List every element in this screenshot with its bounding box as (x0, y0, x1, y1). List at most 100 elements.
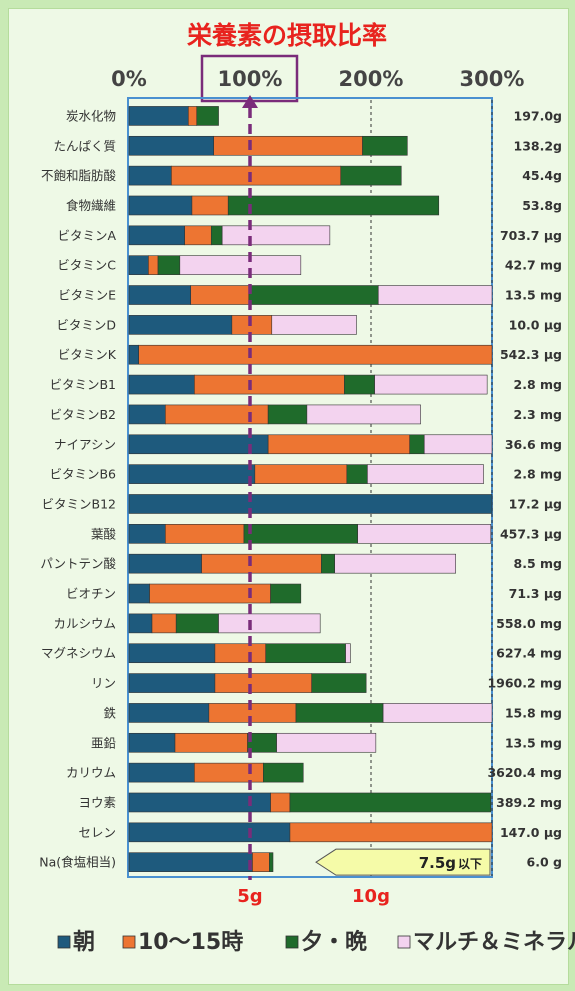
amount-label-15: 8.5 mg (514, 556, 562, 571)
category-label-12: ビタミンB6 (49, 467, 116, 482)
amount-label-4: 703.7 μg (500, 228, 562, 243)
bar-segment-15-0 (128, 553, 202, 574)
category-label-2: 不飽和脂肪酸 (41, 168, 117, 183)
amount-label-18: 627.4 mg (496, 646, 562, 661)
category-label-21: 亜鉛 (91, 735, 117, 750)
category-label-20: 鉄 (103, 705, 116, 720)
amount-label-21: 13.5 mg (505, 735, 562, 750)
amount-label-25: 6.0 g (527, 855, 562, 870)
amount-label-2: 45.4g (522, 168, 562, 183)
bar-segment-15-1 (201, 553, 322, 574)
bar-segment-10-1 (165, 404, 269, 425)
reference-arrow-head (242, 95, 258, 108)
category-label-24: セレン (78, 825, 116, 840)
bar-segment-21-3 (276, 732, 377, 753)
bar-segment-14-3 (357, 524, 492, 544)
bar-segment-15-3 (334, 553, 457, 574)
bar-segment-3-2 (227, 195, 440, 216)
amount-label-16: 71.3 μg (509, 586, 562, 601)
bar-segment-19-0 (128, 673, 216, 693)
na-limit-callout (315, 848, 491, 876)
amount-label-7: 10.0 μg (509, 317, 562, 332)
x-tick-label-2: 200% (339, 67, 404, 91)
bar-segment-25-1 (252, 852, 270, 872)
bar-segment-9-0 (128, 374, 195, 395)
bar-segment-5-2 (157, 255, 181, 275)
bar-segment-20-0 (128, 703, 210, 723)
category-label-25: Na(食塩相当) (39, 855, 116, 870)
bar-segment-4-2 (210, 225, 223, 246)
legend-label-0: 朝 (73, 929, 95, 955)
bar-segment-2-0 (128, 165, 172, 186)
bar-segment-4-0 (128, 225, 185, 246)
bar-segment-16-2 (270, 583, 302, 604)
na-limit-value: 7.5g (419, 854, 456, 872)
bar-segment-18-3 (345, 643, 351, 664)
bar-segment-12-3 (367, 464, 484, 484)
category-label-11: ナイアシン (54, 437, 116, 452)
bar-segment-6-2 (248, 285, 379, 305)
bar-segment-16-1 (149, 583, 271, 604)
legend-label-2: 夕・晩 (301, 929, 367, 955)
category-label-7: ビタミンD (56, 317, 116, 332)
chart-title: 栄養素の摂取比率 (186, 21, 387, 50)
bar-segment-4-3 (221, 225, 331, 246)
bar-segment-15-2 (321, 553, 336, 574)
category-label-17: カルシウム (53, 616, 116, 631)
bar-segment-5-1 (148, 255, 159, 275)
category-label-4: ビタミンA (57, 228, 116, 243)
bar-segment-12-1 (254, 464, 348, 484)
bar-segment-23-2 (289, 792, 492, 813)
bar-segment-6-3 (377, 285, 493, 305)
bar-segment-11-2 (409, 434, 425, 455)
bar-segment-5-0 (128, 255, 149, 275)
bar-segment-17-2 (175, 613, 219, 634)
bar-segment-6-1 (190, 285, 250, 305)
bar-segment-1-2 (362, 135, 408, 156)
bar-segment-11-3 (423, 434, 493, 455)
bar-segment-17-0 (128, 613, 153, 634)
bar-segment-21-0 (128, 732, 176, 753)
bar-segment-9-1 (194, 374, 345, 395)
amount-label-11: 36.6 mg (505, 437, 562, 452)
plot-area-frame (127, 97, 493, 878)
amount-label-3: 53.8g (522, 198, 562, 213)
category-label-3: 食物繊維 (66, 198, 116, 213)
bar-segment-11-0 (128, 434, 269, 455)
amount-label-1: 138.2g (514, 138, 563, 153)
bar-segment-21-1 (174, 732, 248, 753)
bar-segment-14-2 (243, 524, 358, 544)
bar-segment-0-2 (196, 106, 219, 126)
amount-label-10: 2.3 mg (514, 407, 562, 422)
bar-segment-9-3 (374, 374, 488, 395)
category-label-8: ビタミンK (58, 347, 117, 362)
bar-segment-10-0 (128, 404, 166, 425)
bar-segment-18-0 (128, 643, 216, 664)
legend-label-3: マルチ＆ミネラル (413, 930, 575, 955)
bar-segment-1-1 (213, 135, 363, 156)
amount-label-9: 2.8 mg (514, 377, 562, 392)
bar-segment-14-0 (128, 524, 166, 544)
bar-segment-19-2 (311, 673, 367, 693)
amount-label-0: 197.0g (514, 108, 563, 123)
bar-segment-19-1 (214, 673, 313, 693)
x-tick-label-3: 300% (460, 67, 525, 91)
bar-segment-7-0 (128, 315, 233, 335)
legend-swatch-3 (397, 935, 411, 949)
amount-label-23: 389.2 mg (496, 795, 562, 810)
bar-segment-3-0 (128, 195, 193, 216)
bar-segment-1-0 (128, 135, 214, 156)
bar-segment-10-2 (267, 404, 308, 425)
bar-segment-25-0 (128, 852, 253, 872)
category-label-10: ビタミンB2 (49, 407, 116, 422)
bar-segment-24-1 (289, 822, 493, 843)
category-label-13: ビタミンB12 (42, 496, 116, 511)
amount-label-22: 3620.4 mg (487, 765, 562, 780)
x-marker-1: 10g (352, 886, 390, 907)
category-label-23: ヨウ素 (78, 795, 116, 810)
bar-segment-20-2 (295, 703, 384, 723)
amount-label-12: 2.8 mg (514, 467, 562, 482)
legend-label-1: 10～15時 (138, 930, 243, 955)
category-label-5: ビタミンC (57, 258, 116, 273)
